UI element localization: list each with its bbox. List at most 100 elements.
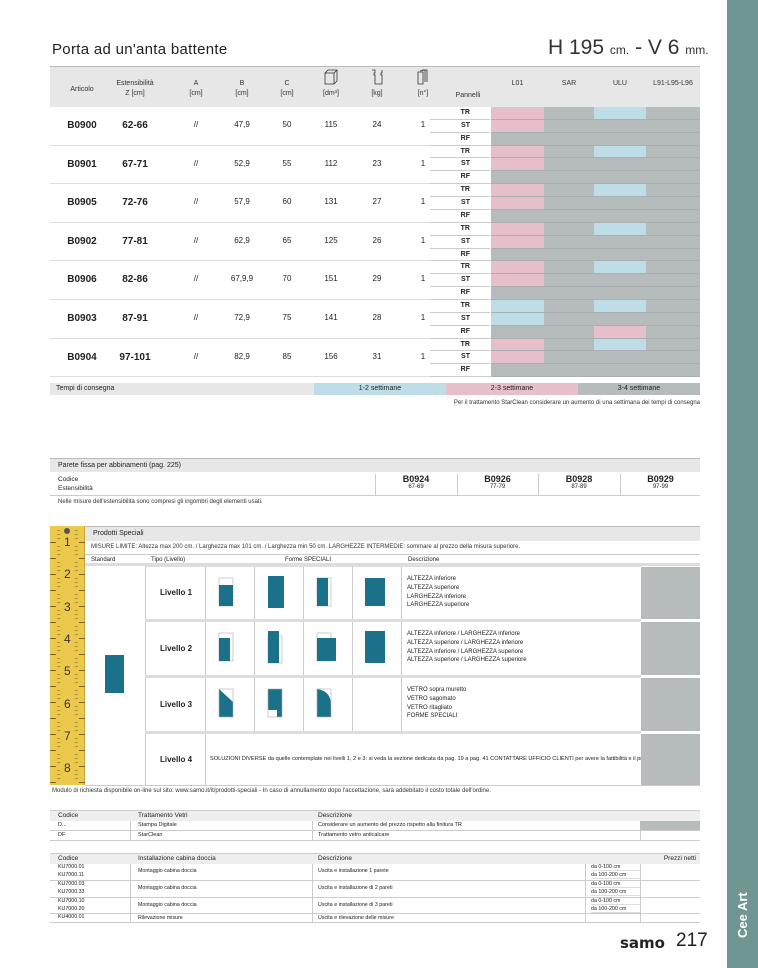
finish-availability-grey [544,325,594,339]
level-divider [145,564,641,567]
th-codice: Codice [58,812,79,819]
special-shape-icon [365,578,385,606]
special-shape-icon [218,577,234,607]
delivery-times-bar: Tempi di consegna 1-2 settimane 2-3 sett… [50,383,700,395]
product-row: B0901 67-71 // 52,9 55 112 23 1 TR ST RF [50,145,700,185]
col-line [640,914,641,923]
finish-availability-grey [491,209,544,223]
table-bottom [85,785,700,786]
description-line: ALTEZZA superiore [407,584,460,591]
col-finish: SAR [561,80,577,87]
description-line: ALTEZZA superiore / LARGHEZZA inferiore [407,639,524,646]
finish-availability-grey [594,274,646,288]
ruler-tick [57,778,78,779]
install-range: da 100-200 cm [591,889,640,897]
ruler-tick [57,650,78,651]
a-value: // [193,235,199,245]
col-line [130,864,131,881]
col-line [130,831,131,841]
estensibilita: 72-76 [122,197,148,209]
panel-label: ST [430,313,490,326]
finish-availability-grey [544,171,594,185]
finish-availability-pink [491,107,544,120]
product-code: B0906 [67,274,97,286]
panel-label: TR [430,261,490,275]
special-shape-icon [267,631,283,664]
samo-logo: samo [620,934,665,952]
install-range: da 0-100 cm [591,881,640,888]
ruler-tick [57,630,78,631]
special-shape-icon [316,688,332,718]
finish-availability-grey [544,145,594,159]
ruler-tick [57,646,78,647]
panel-label: RF [430,326,490,339]
finish-availability-grey [544,119,594,133]
col-line [130,897,131,915]
ruler-tick [57,754,78,755]
cell: Stampa Digitale [138,822,177,828]
delivery-3-4: 3-4 settimane [578,383,700,395]
ruler-number: 5 [62,664,73,679]
install-code: KU7000.03 [58,880,85,887]
starclean-note: Per il trattamento StarClean considerare… [453,400,700,406]
parete-code: B0926 [484,474,511,484]
special-shape-icon [218,688,234,718]
install-code: KU7000.33 [58,889,85,896]
col-descrizione: Descrizione [408,557,440,563]
ruler-tick [57,530,78,531]
col-line [640,880,641,898]
ruler-tick [50,718,85,719]
parete-item: B0926 77-79 [456,474,538,496]
col-forme: Forme SPECIALI [285,557,332,563]
ruler-tick [57,678,78,679]
finish-availability-grey [544,312,594,326]
special-shape-icon [365,631,385,663]
ruler-tick [57,534,78,535]
finish-availability-grey [646,184,700,198]
th-descrizione: Descrizione [318,812,352,819]
finish-availability-grey [544,351,594,365]
b-value: 57,9 [234,197,250,207]
special-shape-icon [268,576,284,608]
ruler-hole [64,528,70,534]
packs-value: 1 [420,197,426,207]
col-line [312,880,313,898]
level-description: ALTEZZA inferiore / LARGHEZZA inferiore A… [407,630,527,665]
finish-availability-grey [594,209,646,223]
weight-value: 28 [372,313,382,322]
finish-availability-grey [594,235,646,249]
col-line [254,567,255,619]
special-shape-icon [218,632,234,662]
finish-availability-grey [594,119,646,133]
col-line [312,897,313,915]
finish-availability-grey [594,248,646,262]
ruler-tick [50,782,85,783]
page-number: 217 [676,930,708,951]
panel-label: ST [430,158,490,172]
speciali-title: Prodotti Speciali [85,526,700,541]
panel-label: RF [430,133,490,146]
a-value: // [193,158,199,168]
description-line: VETRO ritagliato [407,704,453,711]
packs-value: 1 [420,235,426,245]
col-finish: ULU [612,80,627,87]
product-code: B0904 [67,351,97,363]
ruler-number: 8 [62,761,73,776]
finish-availability-grey [646,171,700,185]
c-value: 75 [282,313,292,322]
dimensions: H 195 cm. - V 6 mm. [548,36,709,59]
product-row: B0903 87-91 // 72,9 75 141 28 1 TR ST RF [50,300,700,339]
ruler-tick [57,682,78,683]
finish-availability-grey [646,197,700,210]
finish-availability-grey [544,184,594,198]
panel-label: TR [430,107,490,120]
install-name: Montaggio cabina doccia [138,901,197,908]
weight-value: 27 [372,197,382,207]
special-shape-icon [267,688,283,718]
price-cell [641,678,700,731]
finish-availability-grey [594,197,646,210]
finish-availability-blue [594,145,646,159]
ruler-tick [57,598,78,599]
cell: Considerare un aumento del prezzo rispet… [318,822,462,828]
panel-label: RF [430,210,490,223]
